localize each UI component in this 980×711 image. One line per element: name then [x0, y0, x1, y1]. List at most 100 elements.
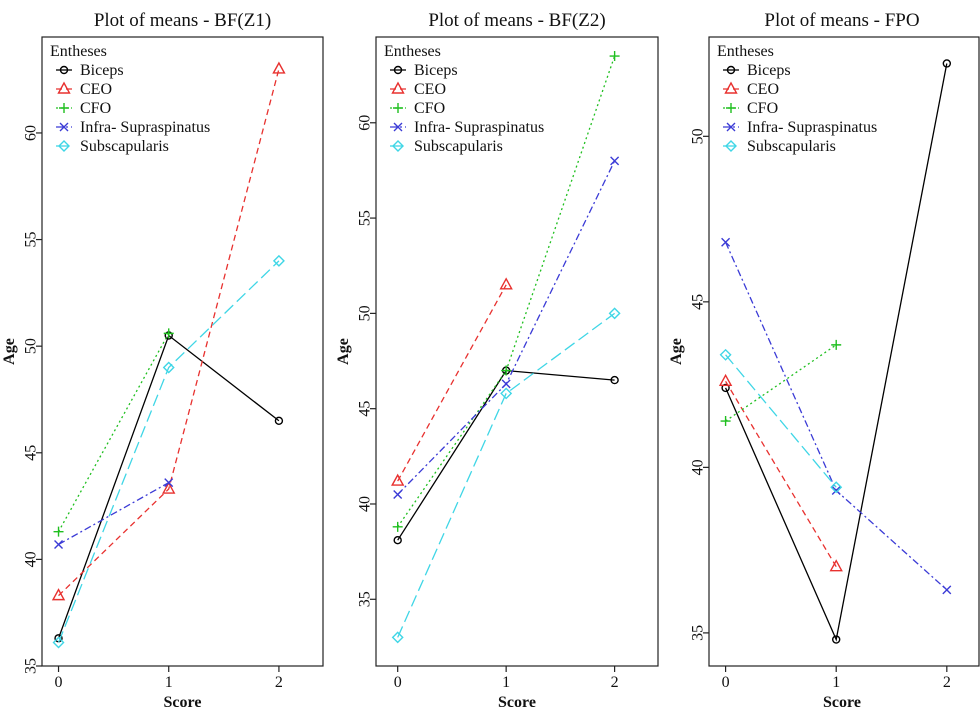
legend-marker: [726, 103, 736, 113]
data-point: [162, 481, 176, 494]
plot-frame: [708, 36, 980, 667]
legend-label: Subscapularis: [414, 138, 503, 155]
data-point: [53, 526, 64, 537]
legend-label: CFO: [80, 100, 111, 117]
legend-entry: Infra- Supraspinatus: [390, 119, 544, 136]
y-tick-label: 45: [23, 445, 40, 461]
plot-title: Plot of means - BF(Z1): [94, 10, 271, 31]
data-point: [51, 588, 66, 601]
data-point: [163, 328, 174, 339]
legend: Entheses Biceps CEO CFO Infra- Supraspinatus…: [50, 43, 210, 155]
data-point: [718, 373, 733, 386]
legend-label: Infra- Supraspinatus: [80, 119, 210, 136]
legend-entry: Biceps: [723, 62, 791, 79]
legend-entry: Subscapularis: [390, 138, 503, 155]
legend-entry: CFO: [390, 100, 445, 117]
legend-marker: [393, 65, 403, 75]
legend-label: CEO: [414, 81, 446, 98]
x-axis-label: Score: [823, 694, 861, 711]
legend-label: Infra- Supraspinatus: [747, 119, 877, 136]
y-axis-label: Age: [335, 338, 352, 365]
data-point: [500, 387, 513, 400]
data-point: [499, 277, 513, 290]
y-tick-label: 40: [357, 496, 374, 512]
legend-marker: [58, 140, 70, 152]
data-point: [162, 361, 175, 374]
data-point: [501, 365, 512, 376]
series-subscapularis: [52, 254, 285, 649]
legend-entry: Infra- Supraspinatus: [723, 119, 877, 136]
y-tick-label: 40: [690, 459, 707, 475]
legend: Entheses Biceps CEO CFO Infra- Supraspinatus…: [717, 43, 877, 155]
legend-entry: Biceps: [56, 62, 124, 79]
data-point: [393, 489, 403, 499]
legend-label: CEO: [747, 81, 779, 98]
x-tick-label: 2: [611, 674, 619, 691]
y-tick-label: 45: [357, 401, 374, 417]
plot-title: Plot of means - BF(Z2): [428, 10, 605, 31]
series-subscapularis: [391, 307, 621, 644]
plot-panel-3: Plot of means - FPO 35 40 45 50 0 1 2 Score Age En…: [668, 10, 980, 711]
series-biceps: [721, 59, 952, 644]
data-point: [829, 559, 843, 572]
x-axis-label: Score: [498, 694, 536, 711]
y-tick-label: 45: [690, 294, 707, 310]
y-tick-label: 55: [357, 210, 374, 226]
plot-frame: [375, 36, 659, 667]
data-point: [272, 254, 285, 267]
data-point: [501, 379, 511, 389]
legend-marker: [725, 140, 737, 152]
legend-entry: CEO: [56, 81, 112, 98]
legend-marker: [59, 122, 69, 132]
x-tick-label: 1: [502, 674, 510, 691]
series-line: [397, 369, 615, 541]
y-tick-label: 50: [690, 128, 707, 144]
series-line: [57, 260, 280, 643]
legend-marker: [393, 103, 403, 113]
legend-entry: Infra- Supraspinatus: [56, 119, 210, 136]
series-line: [725, 354, 837, 488]
series-line: [57, 333, 170, 532]
series-infra-supraspinatus: [393, 156, 620, 499]
legend-marker: [726, 65, 736, 75]
series-ceo: [51, 61, 286, 601]
legend-label: CEO: [80, 81, 112, 98]
data-point: [942, 59, 952, 68]
legend-entry: CEO: [390, 81, 446, 98]
legend-marker: [57, 81, 71, 94]
data-point: [609, 51, 620, 62]
data-point: [719, 348, 732, 361]
legend-entry: Subscapularis: [723, 138, 836, 155]
legend-marker: [59, 103, 69, 113]
series-ceo: [391, 277, 513, 486]
x-tick-label: 0: [394, 674, 402, 691]
legend-marker: [726, 122, 736, 132]
legend-label: CFO: [747, 100, 778, 117]
data-point: [272, 61, 286, 74]
legend-entry: CFO: [723, 100, 778, 117]
legend-entry: Subscapularis: [56, 138, 169, 155]
series-infra-supraspinatus: [721, 237, 952, 595]
data-point: [831, 486, 841, 496]
legend-label: Subscapularis: [80, 138, 169, 155]
data-point: [52, 636, 65, 649]
y-tick-label: 40: [23, 551, 40, 567]
series-line: [397, 284, 507, 482]
y-axis-label: Age: [668, 338, 685, 365]
x-tick-label: 0: [55, 674, 63, 691]
series-cfo: [720, 339, 842, 427]
legend: Entheses Biceps CEO CFO Infra- Supraspinatus…: [384, 43, 544, 155]
legend-label: CFO: [414, 100, 445, 117]
y-tick-label: 50: [357, 305, 374, 321]
data-point: [610, 375, 619, 385]
data-point: [610, 156, 620, 166]
legend-entry: CFO: [56, 100, 111, 117]
legend-title: Entheses: [50, 43, 107, 60]
legend-label: Biceps: [80, 62, 124, 79]
series-line: [397, 160, 616, 495]
data-point: [164, 478, 174, 488]
legend-label: Infra- Supraspinatus: [414, 119, 544, 136]
legend-entry: CEO: [723, 81, 779, 98]
data-point: [832, 635, 841, 644]
y-tick-label: 35: [23, 658, 40, 674]
